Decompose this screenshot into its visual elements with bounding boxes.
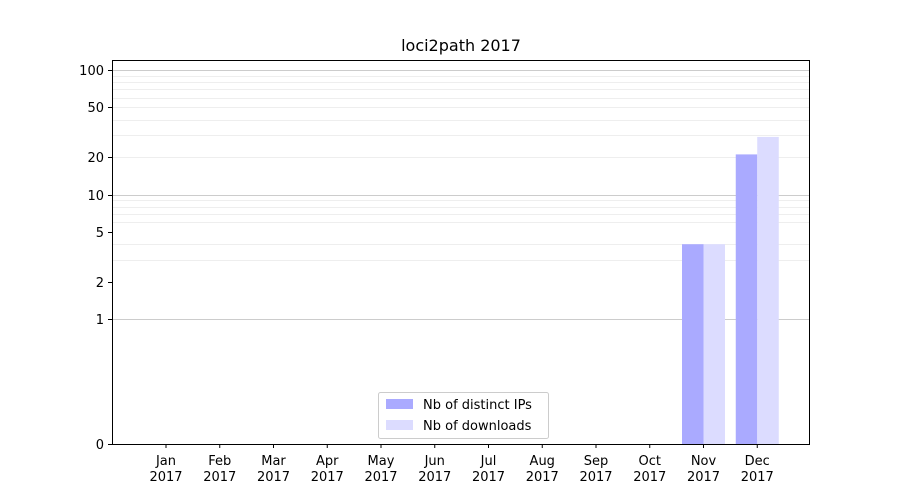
legend-label: Nb of downloads xyxy=(423,419,532,434)
x-tick-label-year: 2017 xyxy=(579,470,612,485)
y-tick-label: 5 xyxy=(96,226,104,241)
chart-title: loci2path 2017 xyxy=(401,36,521,55)
x-tick-label-year: 2017 xyxy=(633,470,666,485)
y-tick-label: 50 xyxy=(87,101,104,116)
y-tick-label: 1 xyxy=(96,313,104,328)
x-tick-label-year: 2017 xyxy=(687,470,720,485)
x-tick-label-month: May xyxy=(368,454,395,469)
x-tick-label-month: Nov xyxy=(691,454,717,469)
bar-layer xyxy=(682,136,779,445)
x-tick-label-month: Oct xyxy=(639,454,661,469)
x-tick-label-month: Jun xyxy=(424,454,445,469)
y-tick-label: 10 xyxy=(87,189,104,204)
x-tick-label-year: 2017 xyxy=(311,470,344,485)
x-tick-label-year: 2017 xyxy=(364,470,397,485)
legend-label: Nb of distinct IPs xyxy=(423,398,532,413)
legend: Nb of distinct IPs Nb of downloads xyxy=(378,392,549,439)
x-tick-label-month: Dec xyxy=(745,454,770,469)
x-tick-label-month: Apr xyxy=(316,454,339,469)
legend-swatch xyxy=(386,420,413,430)
legend-swatch xyxy=(386,399,413,409)
y-tick-label: 20 xyxy=(87,151,104,166)
axis-layer: 0125102050100Jan2017Feb2017Mar2017Apr201… xyxy=(79,64,774,485)
x-tick-label-year: 2017 xyxy=(257,470,290,485)
x-tick-label-year: 2017 xyxy=(741,470,774,485)
x-tick-label-month: Jul xyxy=(480,454,497,469)
x-tick-label-year: 2017 xyxy=(149,470,182,485)
grid-layer xyxy=(112,70,809,320)
x-tick-label-year: 2017 xyxy=(472,470,505,485)
x-tick-label-month: Feb xyxy=(208,454,231,469)
legend-box xyxy=(378,392,549,439)
bar-downloads xyxy=(703,244,725,444)
x-tick-label-year: 2017 xyxy=(203,470,236,485)
x-tick-label-month: Jan xyxy=(155,454,176,469)
bar-distinct-ips xyxy=(735,154,758,444)
x-tick-label-year: 2017 xyxy=(418,470,451,485)
x-tick-label-month: Sep xyxy=(584,454,609,469)
bar-distinct-ips xyxy=(682,244,704,444)
x-tick-label-year: 2017 xyxy=(526,470,559,485)
plot-frame xyxy=(112,60,810,445)
y-tick-label: 0 xyxy=(96,438,104,453)
y-tick-label: 2 xyxy=(96,276,104,291)
bar-downloads xyxy=(757,136,779,445)
x-tick-label-month: Aug xyxy=(530,454,555,469)
y-tick-label: 100 xyxy=(79,64,104,79)
x-tick-label-month: Mar xyxy=(261,454,286,469)
